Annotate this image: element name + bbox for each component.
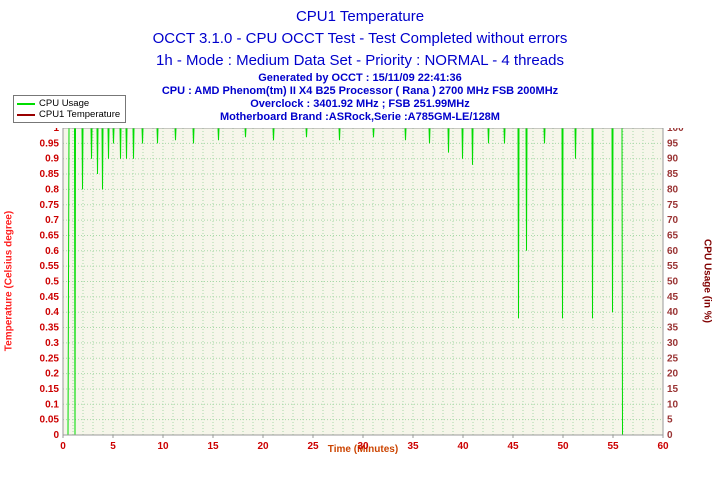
svg-text:0.85: 0.85 bbox=[40, 169, 60, 180]
generated-line: Generated by OCCT : 15/11/09 22:41:36 bbox=[258, 72, 462, 84]
legend-item-cpu1-temperature: CPU1 Temperature bbox=[17, 109, 120, 120]
svg-text:0.35: 0.35 bbox=[40, 323, 60, 334]
svg-text:5: 5 bbox=[110, 441, 116, 452]
svg-text:0: 0 bbox=[53, 430, 59, 441]
overclock-info-line: Overclock : 3401.92 MHz ; FSB 251.99MHz bbox=[250, 98, 470, 110]
chart-header: CPU1 Temperature OCCT 3.1.0 - CPU OCCT T… bbox=[0, 6, 720, 124]
legend-item-cpu-usage: CPU Usage bbox=[17, 98, 120, 109]
svg-text:55: 55 bbox=[607, 441, 619, 452]
svg-text:30: 30 bbox=[357, 441, 369, 452]
svg-text:0.75: 0.75 bbox=[40, 200, 60, 211]
svg-text:60: 60 bbox=[657, 441, 669, 452]
cpu1-temperature-line-swatch bbox=[17, 113, 35, 116]
svg-text:10: 10 bbox=[157, 441, 169, 452]
legend-label-cpu1-temperature: CPU1 Temperature bbox=[39, 109, 121, 120]
legend-label-cpu-usage: CPU Usage bbox=[39, 98, 90, 109]
svg-text:0.9: 0.9 bbox=[45, 154, 59, 165]
svg-text:30: 30 bbox=[667, 338, 679, 349]
svg-text:0.65: 0.65 bbox=[40, 230, 60, 241]
svg-text:70: 70 bbox=[667, 215, 679, 226]
test-result-line: OCCT 3.1.0 - CPU OCCT Test - Test Comple… bbox=[152, 30, 568, 47]
svg-text:0.3: 0.3 bbox=[45, 338, 59, 349]
svg-text:20: 20 bbox=[667, 369, 679, 380]
svg-text:0.5: 0.5 bbox=[45, 277, 59, 288]
cpu-usage-line-swatch bbox=[17, 102, 35, 105]
svg-text:20: 20 bbox=[257, 441, 269, 452]
chart-legend: CPU Usage CPU1 Temperature bbox=[13, 95, 127, 123]
svg-text:0.45: 0.45 bbox=[40, 292, 60, 303]
svg-text:65: 65 bbox=[667, 230, 679, 241]
svg-text:5: 5 bbox=[667, 415, 673, 426]
svg-text:0.15: 0.15 bbox=[40, 384, 60, 395]
svg-text:0.6: 0.6 bbox=[45, 246, 59, 257]
test-mode-line: 1h - Mode : Medium Data Set - Priority :… bbox=[156, 52, 564, 69]
motherboard-line: Motherboard Brand :ASRock,Serie :A785GM-… bbox=[220, 111, 500, 123]
svg-text:0.2: 0.2 bbox=[45, 369, 59, 380]
svg-text:10: 10 bbox=[667, 399, 679, 410]
svg-text:35: 35 bbox=[667, 323, 679, 334]
svg-text:1: 1 bbox=[53, 128, 59, 134]
svg-text:35: 35 bbox=[407, 441, 419, 452]
page-title: CPU1 Temperature bbox=[295, 8, 425, 25]
svg-text:0.1: 0.1 bbox=[45, 399, 59, 410]
svg-text:0.4: 0.4 bbox=[45, 307, 59, 318]
svg-text:40: 40 bbox=[667, 307, 679, 318]
svg-text:95: 95 bbox=[667, 138, 679, 149]
svg-text:85: 85 bbox=[667, 169, 679, 180]
svg-text:40: 40 bbox=[457, 441, 469, 452]
svg-text:100: 100 bbox=[667, 128, 684, 134]
svg-text:55: 55 bbox=[667, 261, 679, 272]
svg-text:45: 45 bbox=[667, 292, 679, 303]
svg-text:80: 80 bbox=[667, 184, 679, 195]
svg-text:15: 15 bbox=[667, 384, 679, 395]
svg-text:25: 25 bbox=[307, 441, 319, 452]
svg-text:0.25: 0.25 bbox=[40, 353, 60, 364]
svg-text:90: 90 bbox=[667, 154, 679, 165]
svg-text:0.05: 0.05 bbox=[40, 415, 60, 426]
svg-text:0.95: 0.95 bbox=[40, 138, 60, 149]
svg-text:0: 0 bbox=[60, 441, 66, 452]
svg-text:50: 50 bbox=[667, 277, 679, 288]
cpu-info-line: CPU : AMD Phenom(tm) II X4 B25 Processor… bbox=[161, 85, 559, 97]
svg-text:60: 60 bbox=[667, 246, 679, 257]
chart-plot-area: 0 0.05 0.1 0.15 0.2 0.25 0.3 0.35 0.4 0.45 0.5 0.55… bbox=[40, 128, 684, 452]
svg-text:0.8: 0.8 bbox=[45, 184, 59, 195]
svg-text:0.55: 0.55 bbox=[40, 261, 60, 272]
svg-text:0: 0 bbox=[667, 430, 673, 441]
svg-text:15: 15 bbox=[207, 441, 219, 452]
x-axis-title: Time (Minutes) bbox=[327, 444, 399, 455]
svg-text:50: 50 bbox=[557, 441, 569, 452]
svg-text:75: 75 bbox=[667, 200, 679, 211]
svg-text:25: 25 bbox=[667, 353, 679, 364]
svg-text:0.7: 0.7 bbox=[45, 215, 59, 226]
svg-text:45: 45 bbox=[507, 441, 519, 452]
